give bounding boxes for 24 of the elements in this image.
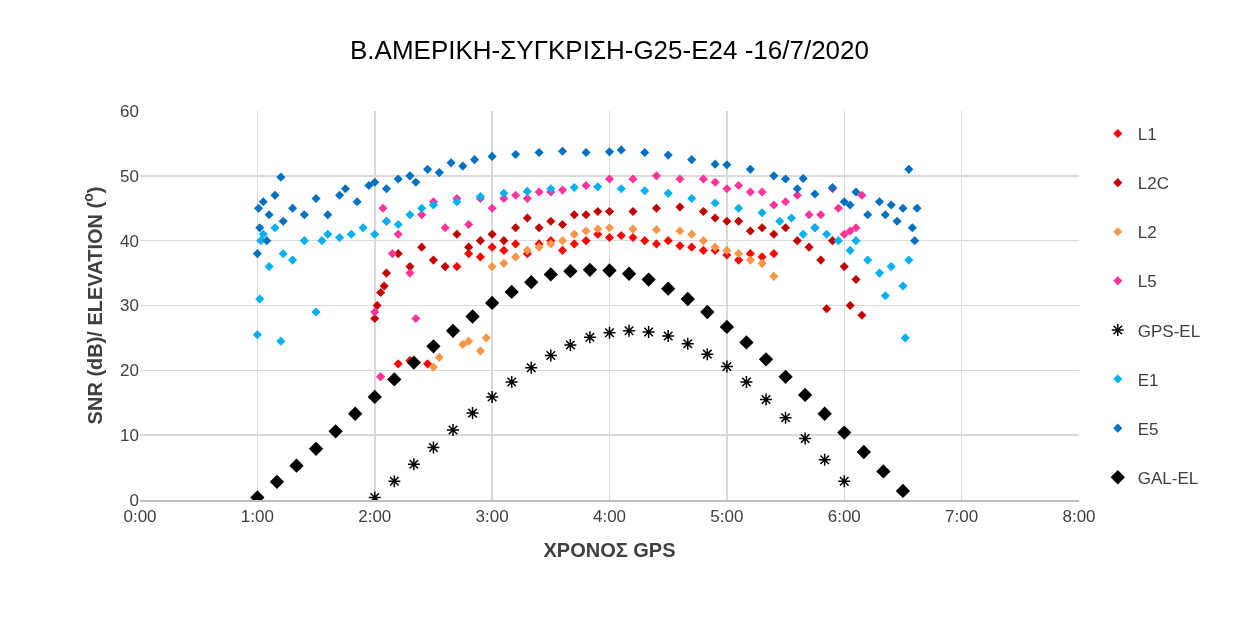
y-tick-label: 20 (120, 361, 139, 381)
x-tick-label: 6:00 (827, 506, 861, 526)
legend-label: L2C (1137, 174, 1169, 194)
legend-label: E1 (1137, 370, 1159, 390)
legend-label: GPS-EL (1137, 321, 1201, 341)
x-tick-label: 3:00 (475, 506, 509, 526)
legend-label: L1 (1137, 125, 1157, 145)
y-tick-label: 50 (120, 166, 139, 186)
chart-title: Β.ΑΜΕΡΙΚΗ-ΣΥΓΚΡΙΣΗ-G25-E24 -16/7/2020 (349, 34, 870, 65)
legend-label: L5 (1137, 272, 1157, 292)
legend-label: L2 (1137, 223, 1157, 243)
x-tick-label: 8:00 (1062, 506, 1096, 526)
y-tick-label: 30 (120, 296, 139, 316)
x-tick-label: 1:00 (240, 506, 274, 526)
x-axis-title: ΧΡΟΝΟΣ GPS (543, 539, 676, 562)
x-tick-label: 5:00 (710, 506, 744, 526)
legend-label: GAL-EL (1137, 468, 1199, 488)
y-tick-label: 40 (120, 231, 139, 251)
y-tick-label: 10 (120, 426, 139, 446)
x-tick-label: 4:00 (592, 506, 627, 526)
x-tick-label: 2:00 (358, 506, 392, 526)
y-tick-label: 60 (120, 101, 139, 121)
x-tick-label: 7:00 (945, 506, 979, 526)
legend-label: E5 (1137, 419, 1159, 439)
